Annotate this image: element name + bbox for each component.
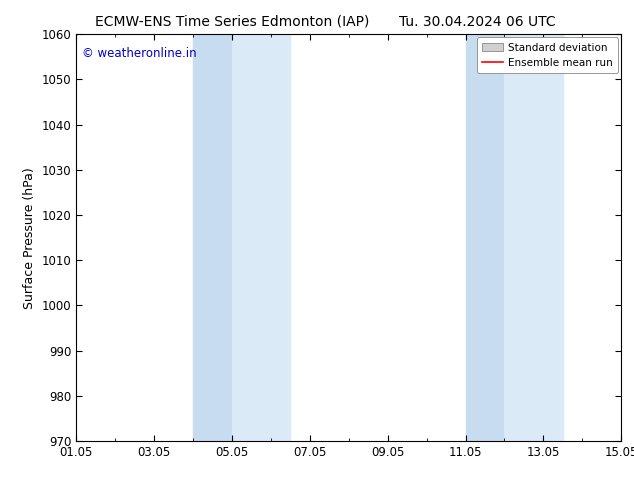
Text: © weatheronline.in: © weatheronline.in bbox=[82, 47, 196, 59]
Y-axis label: Surface Pressure (hPa): Surface Pressure (hPa) bbox=[23, 167, 36, 309]
Legend: Standard deviation, Ensemble mean run: Standard deviation, Ensemble mean run bbox=[477, 37, 618, 73]
Bar bbox=[465, 34, 505, 441]
Text: Tu. 30.04.2024 06 UTC: Tu. 30.04.2024 06 UTC bbox=[399, 15, 556, 29]
Bar bbox=[193, 34, 232, 441]
Bar bbox=[505, 34, 563, 441]
Bar bbox=[232, 34, 290, 441]
Text: ECMW-ENS Time Series Edmonton (IAP): ECMW-ENS Time Series Edmonton (IAP) bbox=[95, 15, 370, 29]
